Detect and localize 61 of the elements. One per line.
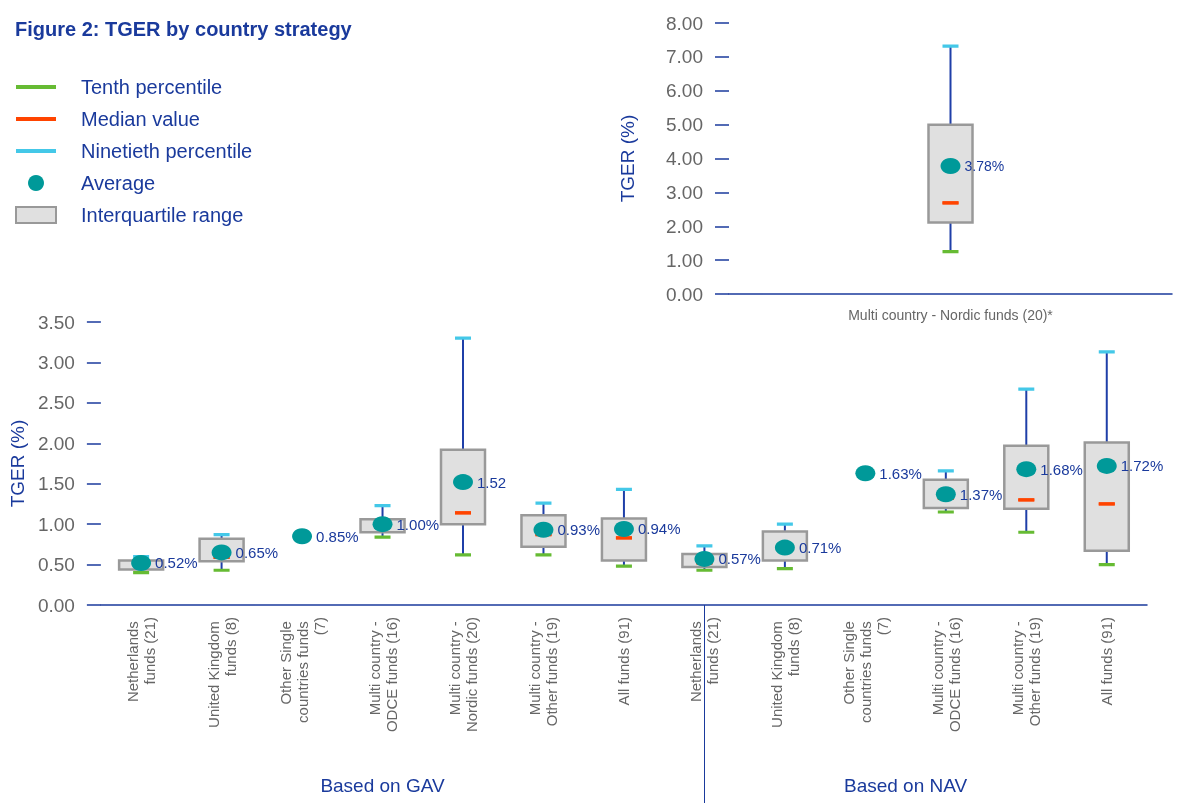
data-label: 0.94% (637, 520, 681, 538)
x-tick-label: Other Single countries funds (7) (276, 617, 328, 723)
y-tick-label: 2.00 (666, 215, 703, 237)
y-tick-label: 5.00 (666, 114, 703, 136)
y-tick-label: 3.00 (37, 351, 75, 373)
chart-title: Figure 2: TGER by country strategy (15, 18, 353, 40)
y-tick-label: 3.00 (666, 181, 703, 203)
data-label: 0.71% (798, 539, 842, 557)
x-tick-label: Multi country - Other funds (19) (526, 617, 561, 727)
y-tick-label: 1.00 (666, 249, 703, 271)
data-label: 3.78% (964, 157, 1005, 174)
data-label: 0.65% (235, 543, 279, 561)
legend-label: Tenth percentile (81, 76, 223, 98)
x-tick-label: Netherlands funds (21) (687, 617, 722, 703)
y-axis-title: TGER (%) (617, 114, 638, 203)
data-label: 1.52 (477, 473, 507, 491)
text: Based on NAV (843, 775, 968, 797)
y-tick-label: 2.50 (37, 392, 75, 414)
legend-label: Ninetieth percentile (81, 140, 253, 162)
x-tick-label: Multi country - Nordic funds (20)* (848, 306, 1054, 323)
point (694, 550, 715, 567)
text: Based on GAV (320, 775, 445, 797)
legend-label: Interquartile range (81, 204, 244, 226)
y-tick-label: 1.00 (37, 513, 75, 535)
data-label: 0.85% (316, 527, 359, 545)
x-tick-label: Multi country - Other funds (19) (1009, 617, 1044, 727)
data-label: 0.52% (155, 554, 198, 572)
data-label: 1.63% (879, 464, 922, 482)
y-tick-label: 8.00 (666, 12, 703, 34)
point (131, 554, 152, 571)
data-label: 1.72% (1120, 457, 1164, 475)
x-tick-label: All funds (91) (1098, 617, 1116, 706)
data-label: 0.57% (718, 550, 761, 568)
y-tick-label: 2.00 (37, 432, 75, 454)
legend-label: Average (81, 172, 156, 194)
x-tick-label: All funds (91) (615, 617, 633, 706)
y-tick-label: 0.00 (37, 594, 75, 616)
y-tick-label: 1.50 (37, 473, 75, 495)
y-tick-label: 0.50 (37, 554, 75, 576)
data-label: 0.93% (557, 521, 601, 539)
data-label: 1.68% (1040, 460, 1083, 478)
x-tick-label: United Kingdom funds (8) (767, 617, 802, 728)
x-tick-label: Multi country - ODCE funds (16) (365, 617, 400, 733)
data-label: 1.00% (396, 515, 440, 533)
point (292, 528, 313, 545)
x-tick-label: United Kingdom funds (8) (204, 617, 239, 728)
point (1096, 457, 1117, 474)
y-tick-label: 6.00 (666, 80, 703, 102)
y-tick-label: 7.00 (666, 46, 703, 68)
legend-label: Median value (81, 108, 200, 130)
point (855, 465, 876, 482)
data-label: 1.37% (959, 485, 1003, 503)
x-tick-label: Other Single countries funds (7) (839, 617, 891, 723)
x-tick-label: Netherlands funds (21) (124, 617, 159, 703)
y-tick-label: 4.00 (666, 148, 703, 169)
x-tick-label: Multi country - ODCE funds (16) (928, 617, 963, 733)
y-tick-label: 3.50 (37, 311, 75, 333)
point (372, 516, 393, 533)
y-tick-label: 0.00 (666, 283, 703, 305)
y-axis-title: TGER (%) (7, 419, 28, 508)
x-tick-label: Multi country - Nordic funds (20) (446, 617, 480, 733)
